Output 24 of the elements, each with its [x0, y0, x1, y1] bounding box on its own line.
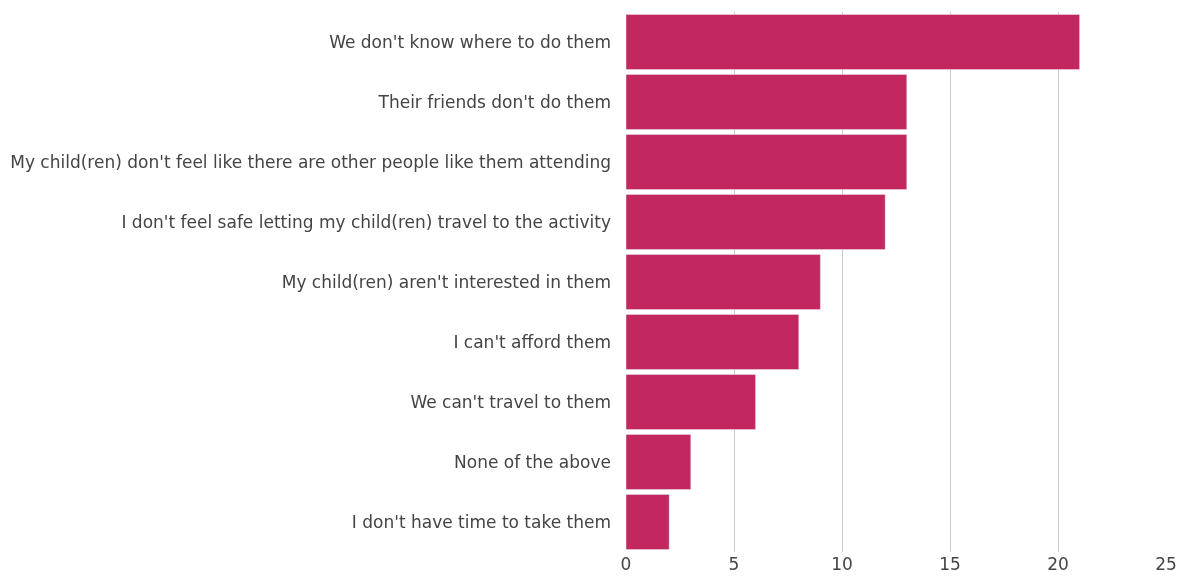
x-tick-label: 10 — [831, 554, 853, 574]
y-tick-label: My child(ren) don't feel like there are other people like them attending — [10, 151, 611, 172]
bar — [626, 374, 756, 430]
bar — [626, 134, 908, 190]
x-tick-label: 5 — [728, 554, 740, 574]
y-tick-label: Their friends don't do them — [377, 91, 611, 112]
x-tick-label: 15 — [939, 554, 961, 574]
bar — [626, 254, 821, 310]
bar — [626, 434, 692, 490]
x-tick-label: 20 — [1047, 554, 1069, 574]
bar — [626, 494, 670, 550]
x-tick-label: 25 — [1155, 554, 1177, 574]
y-tick-label: My child(ren) aren't interested in them — [281, 271, 611, 292]
y-tick-label: I can't afford them — [453, 331, 611, 352]
bar — [626, 14, 1080, 70]
bar — [626, 74, 908, 130]
y-tick-label: We don't know where to do them — [329, 31, 611, 52]
bar — [626, 314, 800, 370]
bar — [626, 194, 886, 250]
y-tick-label: I don't feel safe letting my child(ren) travel to the activity — [121, 211, 611, 232]
y-tick-label: We can't travel to them — [410, 391, 611, 412]
y-tick-label: None of the above — [454, 451, 611, 472]
x-tick-label: 0 — [620, 554, 632, 574]
y-tick-label: I don't have time to take them — [351, 511, 611, 532]
